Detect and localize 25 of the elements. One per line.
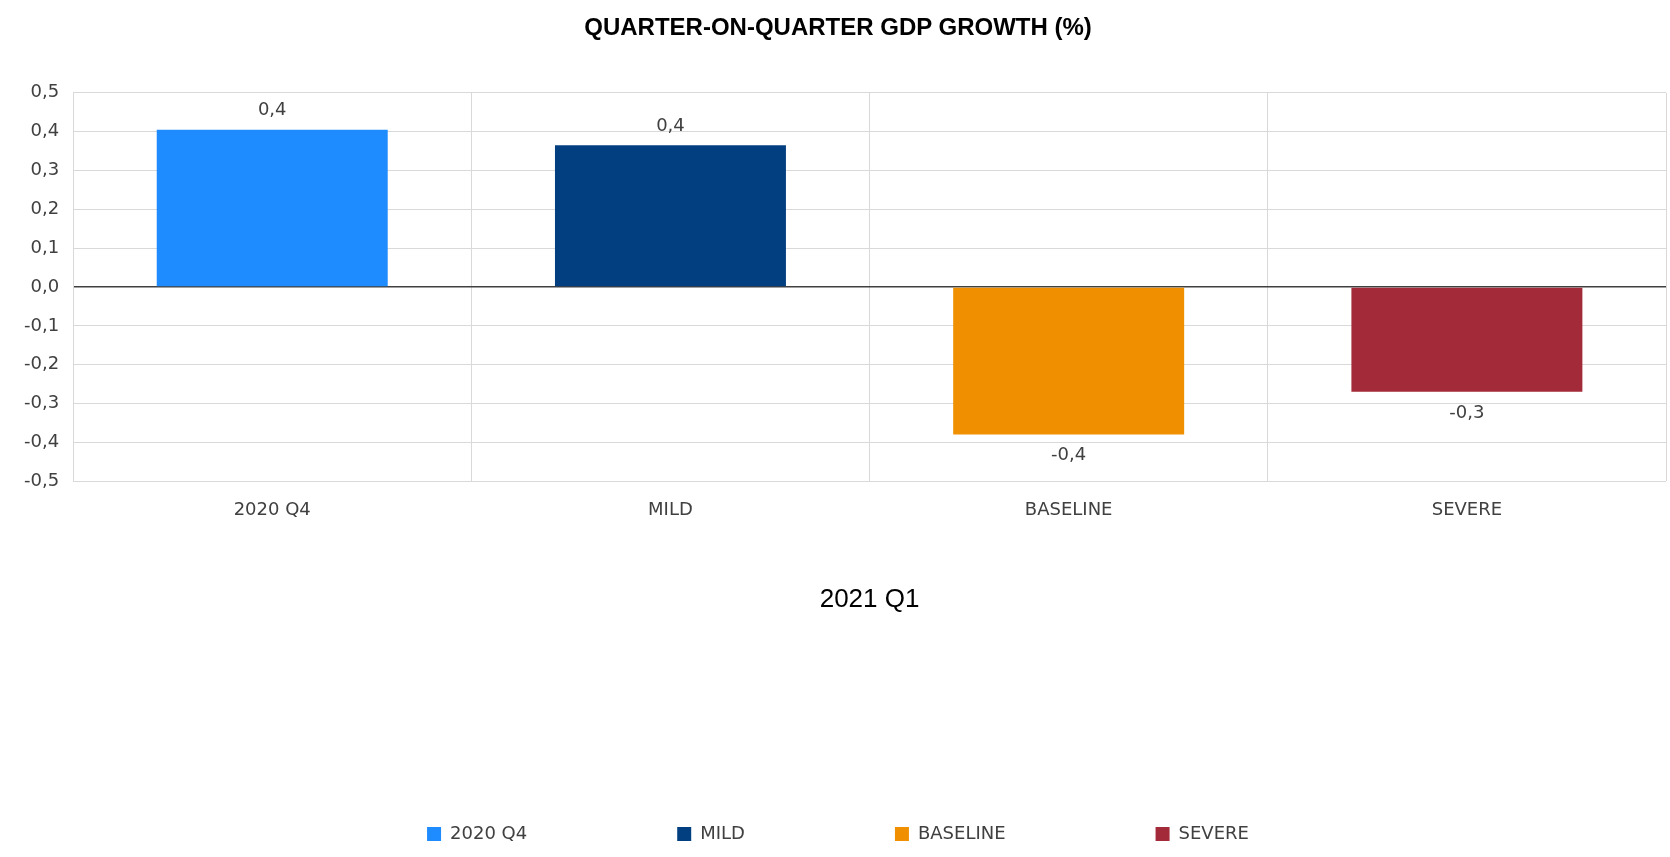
x-axis-title: 2021 Q1	[819, 582, 920, 613]
y-tick-label: -0,5	[24, 468, 60, 490]
legend-label: 2020 Q4	[450, 821, 528, 843]
chart-title: QUARTER-ON-QUARTER GDP GROWTH (%)	[584, 13, 1092, 41]
y-tick-label: -0,4	[24, 430, 60, 452]
x-tick-label: SEVERE	[1431, 497, 1503, 519]
y-tick-label: 0,4	[30, 119, 60, 141]
y-tick-label: -0,2	[24, 352, 60, 374]
data-label: 0,4	[656, 113, 685, 135]
y-tick-label: 0,5	[30, 80, 60, 102]
legend-label: SEVERE	[1178, 821, 1249, 843]
x-tick-label: MILD	[648, 497, 693, 519]
x-tick-label: 2020 Q4	[233, 497, 311, 519]
legend-label: BASELINE	[917, 821, 1006, 843]
y-tick-label: 0,0	[30, 274, 60, 296]
y-tick-label: 0,2	[30, 196, 60, 218]
y-tick-label: 0,1	[30, 235, 60, 257]
y-tick-label: 0,3	[30, 158, 60, 180]
legend-label: MILD	[700, 821, 745, 843]
data-label: -0,4	[1051, 443, 1087, 465]
data-label: 0,4	[257, 98, 287, 120]
x-tick-label: BASELINE	[1024, 497, 1113, 519]
y-tick-label: -0,3	[24, 391, 60, 413]
y-tick-label: -0,1	[24, 313, 60, 335]
data-label: -0,3	[1449, 400, 1485, 422]
